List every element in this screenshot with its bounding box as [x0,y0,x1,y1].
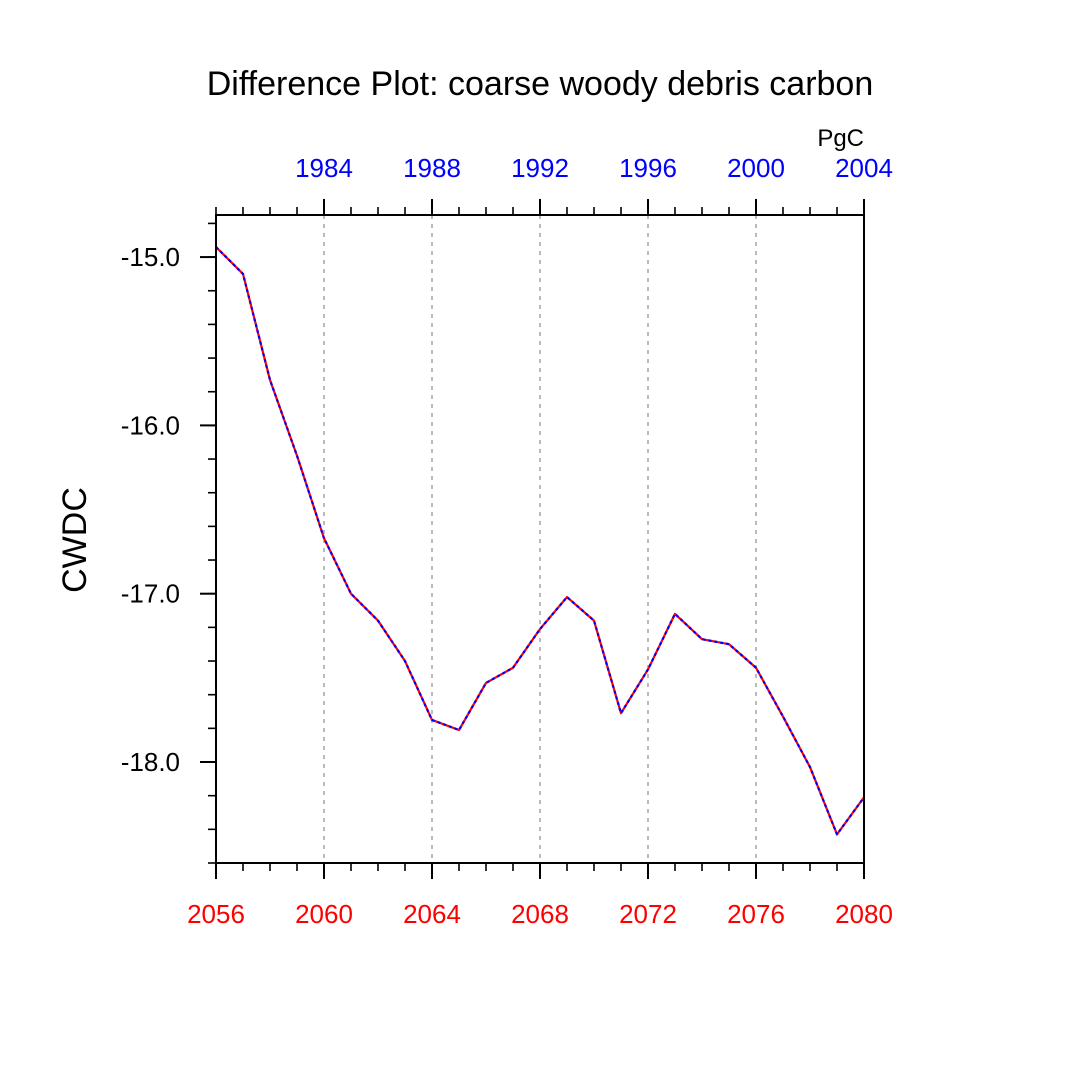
y-tick-label: -15.0 [121,242,180,272]
top-tick-label: 1992 [511,153,569,183]
plot-frame [215,214,865,864]
units-label: PgC [817,125,864,152]
top-tick-label: 1996 [619,153,677,183]
x-tick-label: 2060 [295,899,353,929]
x-tick-label: 2076 [727,899,785,929]
x-tick-label: 2072 [619,899,677,929]
series-line-blue [215,246,865,836]
top-tick-label: 2004 [835,153,893,183]
axis-layer: 2056 2060 2064 2068 2072 2076 2080 1984 1988 1992… [121,153,893,929]
top-tick-label: 1984 [295,153,353,183]
y-tick-label: -17.0 [121,579,180,609]
y-tick-label: -16.0 [121,410,180,440]
x-tick-label: 2068 [511,899,569,929]
y-tick-label: -18.0 [121,747,180,777]
grid-layer [323,215,757,863]
y-axis-label: CWDC [56,487,94,593]
chart-title: Difference Plot: coarse woody debris car… [207,65,874,103]
x-tick-label: 2064 [403,899,461,929]
x-tick-label: 2080 [835,899,893,929]
series-layer [215,246,865,836]
top-tick-label: 1988 [403,153,461,183]
x-tick-label: 2056 [187,899,245,929]
top-tick-label: 2000 [727,153,785,183]
